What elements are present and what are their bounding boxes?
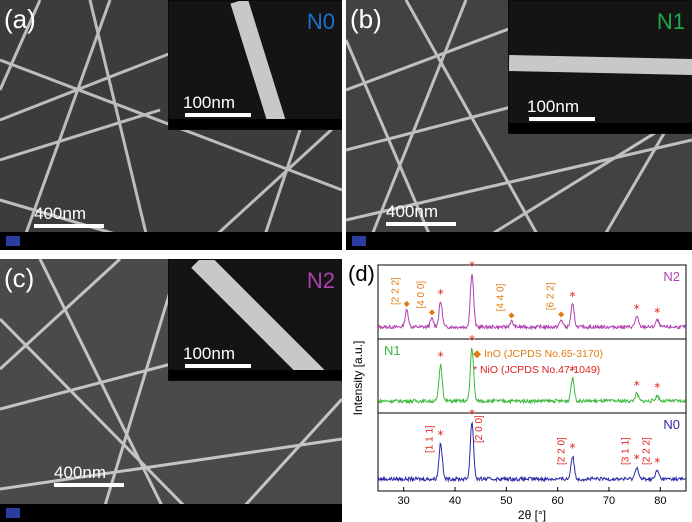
x-tick-label: 80 bbox=[654, 495, 666, 507]
nio-peak-marker: * bbox=[438, 428, 444, 442]
nio-peak-marker: * bbox=[438, 287, 444, 301]
x-tick-label: 30 bbox=[398, 495, 410, 507]
sem-info-bar-a bbox=[0, 232, 342, 250]
hkl-annotation: [4 0 0] bbox=[416, 281, 427, 309]
scale-bar-a bbox=[34, 224, 104, 228]
nio-peak-marker: * bbox=[570, 290, 576, 304]
inset-scale-bar-a bbox=[185, 113, 251, 117]
inset-scale-bar-c bbox=[185, 364, 251, 368]
inset-c: N2 100nm bbox=[168, 259, 342, 381]
sem-info-bar-b bbox=[346, 232, 692, 250]
sample-tag-a: N0 bbox=[306, 9, 335, 34]
ino-peak-marker: ◆ bbox=[558, 309, 565, 318]
ino-peak-marker: ◆ bbox=[508, 310, 515, 319]
sem-panel-c: (c) N2 100nm 400nm bbox=[0, 259, 342, 522]
inset-a: N0 100nm bbox=[168, 0, 342, 130]
sem-panel-b: (b) N1 100nm 400nm bbox=[346, 0, 692, 250]
sem-info-bar-c bbox=[0, 504, 342, 522]
panel-label-c: (c) bbox=[4, 263, 35, 293]
scale-label-b: 400nm bbox=[386, 202, 438, 221]
series-label-n0: N0 bbox=[663, 417, 680, 432]
nio-peak-marker: * bbox=[469, 333, 475, 347]
y-axis-label: Intensity [a.u.] bbox=[351, 341, 365, 416]
hkl-annotation: [3 1 1] bbox=[621, 437, 632, 465]
hkl-annotation: [2 2 2] bbox=[641, 437, 652, 465]
nio-peak-marker: * bbox=[634, 302, 640, 316]
x-tick-label: 60 bbox=[552, 495, 564, 507]
nio-peak-marker: * bbox=[654, 380, 660, 394]
inset-scale-label-a: 100nm bbox=[183, 93, 235, 112]
ino-peak-marker: ◆ bbox=[404, 299, 411, 308]
series-label-n1: N1 bbox=[384, 343, 401, 358]
nio-peak-marker: * bbox=[634, 379, 640, 393]
plot-frame bbox=[377, 264, 687, 492]
hkl-annotation: [6 2 2] bbox=[545, 282, 556, 310]
series-line-n1 bbox=[377, 348, 686, 405]
panel-label-d: (d) bbox=[348, 261, 375, 286]
scale-bar-b bbox=[386, 222, 456, 226]
nio-peak-marker: * bbox=[634, 452, 640, 466]
nio-peak-marker: * bbox=[469, 259, 475, 273]
xrd-chart: 30 40 50 60 70 80 2θ [°] Intensity [a.u.] (d) N2 ◆… bbox=[348, 259, 687, 522]
sem-panel-a: (a) N0 100nm 400nm bbox=[0, 0, 342, 250]
inset-info-bar-a bbox=[169, 119, 342, 129]
hkl-annotation: [2 0 0] bbox=[474, 415, 485, 443]
inset-scale-bar-b bbox=[529, 117, 595, 121]
inset-b: N1 100nm bbox=[508, 0, 692, 134]
inset-scale-label-b: 100nm bbox=[527, 97, 579, 116]
legend-item: ◆ InO (JCPDS No.65-3170) bbox=[473, 348, 603, 360]
hkl-annotation: [4 4 0] bbox=[496, 283, 507, 311]
nio-peak-marker: * bbox=[469, 407, 475, 421]
inset-info-bar-b bbox=[509, 123, 692, 133]
nio-peak-marker: * bbox=[438, 350, 444, 364]
scale-label-c: 400nm bbox=[54, 463, 106, 482]
series-line-n0 bbox=[377, 421, 686, 483]
nio-peak-marker: * bbox=[570, 364, 576, 378]
panel-label-a: (a) bbox=[4, 4, 36, 34]
x-tick-label: 70 bbox=[603, 495, 615, 507]
scale-bar-c bbox=[54, 483, 124, 487]
sample-tag-b: N1 bbox=[656, 9, 685, 34]
x-axis-label: 2θ [°] bbox=[518, 508, 546, 522]
x-tick-label: 50 bbox=[500, 495, 512, 507]
x-tick-label: 40 bbox=[449, 495, 461, 507]
hkl-annotation: [2 2 2] bbox=[391, 277, 402, 305]
legend-item: * NiO (JCPDS No.47-1049) bbox=[473, 364, 600, 376]
inset-scale-label-c: 100nm bbox=[183, 344, 235, 363]
series-label-n2: N2 bbox=[663, 269, 680, 284]
sample-tag-c: N2 bbox=[306, 268, 335, 293]
nio-peak-marker: * bbox=[654, 305, 660, 319]
hkl-annotation: [1 1 1] bbox=[425, 425, 436, 453]
panel-label-b: (b) bbox=[350, 4, 382, 34]
ino-peak-marker: ◆ bbox=[429, 308, 436, 317]
nio-peak-marker: * bbox=[654, 456, 660, 470]
series-line-n2 bbox=[377, 274, 686, 331]
scale-label-a: 400nm bbox=[34, 204, 86, 223]
hkl-annotation: [2 2 0] bbox=[557, 437, 568, 465]
nio-peak-marker: * bbox=[570, 441, 576, 455]
inset-info-bar-c bbox=[169, 370, 342, 380]
